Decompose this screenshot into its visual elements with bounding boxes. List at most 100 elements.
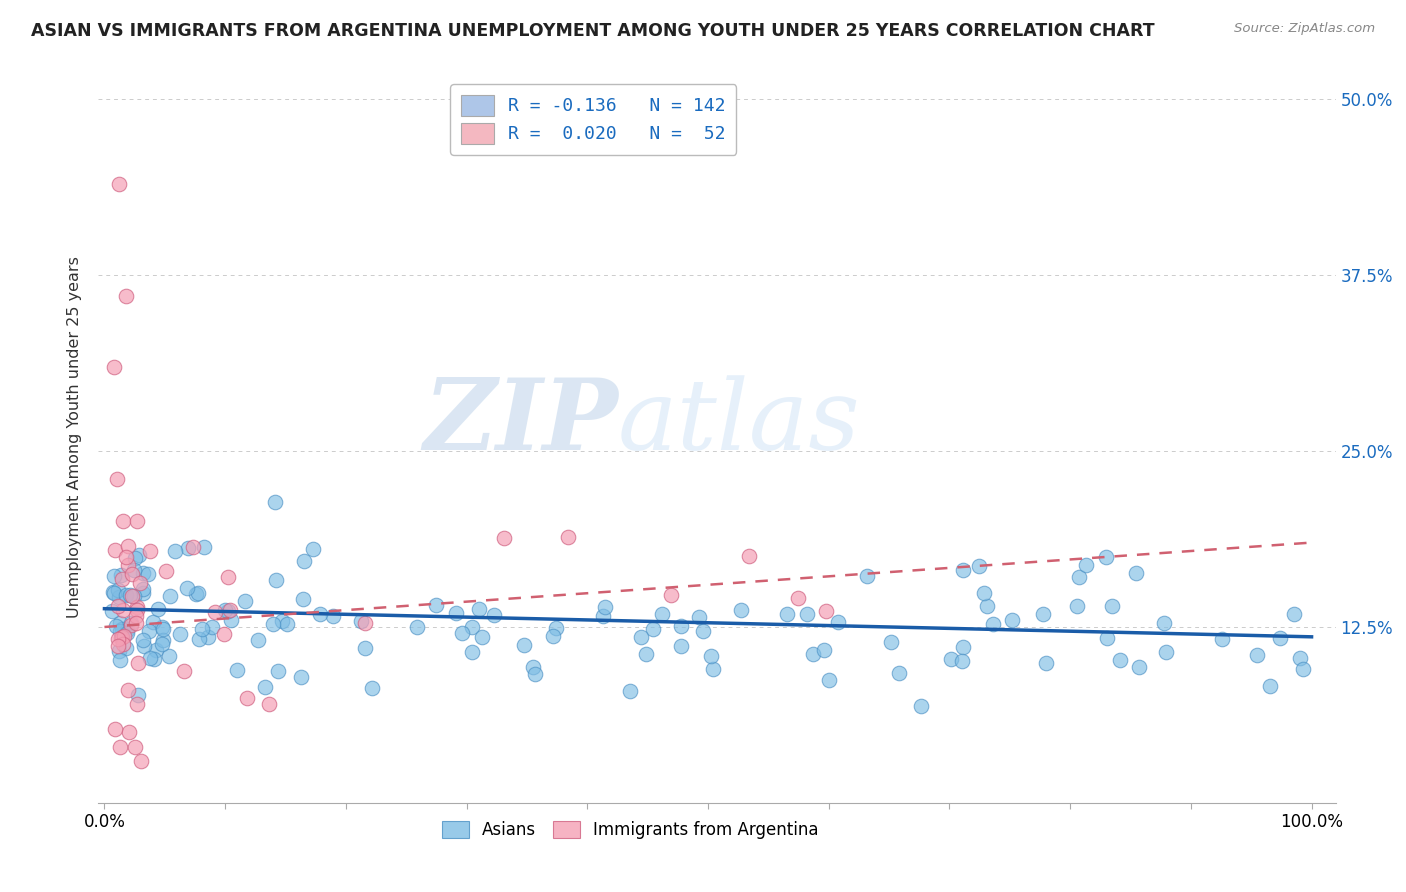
- Point: [688, 610, 710, 624]
- Point: [111, 572, 134, 586]
- Point: [513, 638, 536, 652]
- Point: [1128, 659, 1150, 673]
- Point: [636, 647, 658, 661]
- Point: [115, 640, 138, 655]
- Point: [813, 643, 835, 657]
- Point: [595, 600, 617, 615]
- Point: [1094, 550, 1116, 565]
- Point: [128, 575, 150, 590]
- Point: [181, 541, 204, 555]
- Point: [981, 617, 1004, 632]
- Point: [125, 603, 148, 617]
- Point: [471, 630, 494, 644]
- Point: [952, 563, 974, 577]
- Point: [856, 569, 879, 583]
- Point: [219, 613, 242, 627]
- Point: [111, 637, 134, 651]
- Point: [150, 637, 173, 651]
- Point: [952, 640, 974, 655]
- Point: [557, 530, 579, 544]
- Point: [117, 682, 139, 697]
- Point: [124, 739, 146, 754]
- Point: [184, 587, 207, 601]
- Point: [105, 472, 128, 486]
- Point: [738, 549, 761, 563]
- Point: [142, 615, 165, 629]
- Point: [152, 622, 174, 636]
- Point: [308, 607, 330, 621]
- Point: [111, 623, 134, 637]
- Point: [120, 618, 142, 632]
- Point: [233, 594, 256, 608]
- Point: [117, 539, 139, 553]
- Point: [292, 554, 315, 568]
- Point: [104, 619, 127, 633]
- Point: [101, 584, 124, 599]
- Point: [1066, 599, 1088, 614]
- Y-axis label: Unemployment Among Youth under 25 years: Unemployment Among Youth under 25 years: [67, 256, 83, 618]
- Point: [787, 591, 810, 606]
- Point: [461, 620, 484, 634]
- Point: [155, 564, 177, 578]
- Point: [115, 625, 138, 640]
- Point: [482, 607, 505, 622]
- Point: [201, 620, 224, 634]
- Point: [592, 609, 614, 624]
- Point: [132, 639, 155, 653]
- Point: [132, 566, 155, 580]
- Point: [127, 688, 149, 702]
- Point: [444, 606, 467, 620]
- Point: [950, 654, 973, 668]
- Point: [169, 626, 191, 640]
- Point: [796, 607, 818, 622]
- Point: [692, 624, 714, 639]
- Text: ASIAN VS IMMIGRANTS FROM ARGENTINA UNEMPLOYMENT AMONG YOUTH UNDER 25 YEARS CORRE: ASIAN VS IMMIGRANTS FROM ARGENTINA UNEMP…: [31, 22, 1154, 40]
- Point: [110, 615, 132, 630]
- Point: [107, 599, 129, 614]
- Point: [292, 592, 315, 607]
- Point: [104, 542, 127, 557]
- Point: [450, 626, 472, 640]
- Point: [1097, 631, 1119, 645]
- Point: [270, 614, 292, 628]
- Point: [197, 630, 219, 644]
- Point: [120, 588, 142, 602]
- Point: [1289, 651, 1312, 665]
- Point: [973, 586, 995, 600]
- Point: [212, 627, 235, 641]
- Point: [187, 586, 209, 600]
- Point: [1156, 645, 1178, 659]
- Point: [176, 582, 198, 596]
- Point: [302, 542, 325, 557]
- Point: [1101, 599, 1123, 614]
- Point: [139, 650, 162, 665]
- Point: [702, 662, 724, 676]
- Point: [115, 549, 138, 564]
- Point: [247, 633, 270, 648]
- Point: [115, 289, 138, 303]
- Point: [461, 645, 484, 659]
- Point: [177, 541, 200, 556]
- Point: [108, 177, 131, 191]
- Point: [267, 665, 290, 679]
- Point: [1067, 569, 1090, 583]
- Point: [217, 604, 239, 618]
- Point: [120, 615, 142, 630]
- Point: [103, 569, 125, 583]
- Point: [967, 558, 990, 573]
- Point: [257, 697, 280, 711]
- Point: [1125, 566, 1147, 581]
- Point: [1284, 607, 1306, 621]
- Point: [107, 640, 129, 654]
- Point: [117, 725, 139, 739]
- Point: [136, 566, 159, 581]
- Point: [150, 619, 173, 633]
- Point: [138, 624, 160, 638]
- Point: [217, 569, 239, 583]
- Point: [204, 605, 226, 619]
- Point: [191, 622, 214, 636]
- Point: [143, 652, 166, 666]
- Point: [127, 514, 149, 528]
- Point: [643, 622, 665, 636]
- Point: [264, 573, 287, 587]
